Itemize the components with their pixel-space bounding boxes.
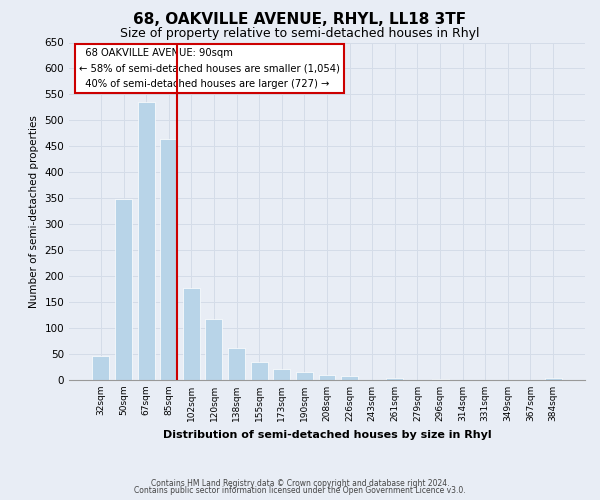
- Bar: [296, 372, 313, 380]
- Y-axis label: Number of semi-detached properties: Number of semi-detached properties: [29, 115, 39, 308]
- Text: Contains HM Land Registry data © Crown copyright and database right 2024.: Contains HM Land Registry data © Crown c…: [151, 478, 449, 488]
- Text: 68 OAKVILLE AVENUE: 90sqm
← 58% of semi-detached houses are smaller (1,054)
  40: 68 OAKVILLE AVENUE: 90sqm ← 58% of semi-…: [79, 48, 340, 89]
- Bar: [115, 200, 132, 380]
- Bar: [319, 375, 335, 380]
- Bar: [92, 356, 109, 380]
- Text: Contains public sector information licensed under the Open Government Licence v3: Contains public sector information licen…: [134, 486, 466, 495]
- Bar: [341, 376, 358, 380]
- Text: Size of property relative to semi-detached houses in Rhyl: Size of property relative to semi-detach…: [120, 28, 480, 40]
- Bar: [228, 348, 245, 380]
- Text: 68, OAKVILLE AVENUE, RHYL, LL18 3TF: 68, OAKVILLE AVENUE, RHYL, LL18 3TF: [133, 12, 467, 28]
- Bar: [431, 379, 449, 380]
- Bar: [160, 138, 177, 380]
- Bar: [205, 318, 223, 380]
- Bar: [251, 362, 268, 380]
- Bar: [386, 378, 403, 380]
- Bar: [137, 102, 155, 380]
- Bar: [545, 378, 562, 380]
- X-axis label: Distribution of semi-detached houses by size in Rhyl: Distribution of semi-detached houses by …: [163, 430, 491, 440]
- Bar: [183, 288, 200, 380]
- Bar: [274, 368, 290, 380]
